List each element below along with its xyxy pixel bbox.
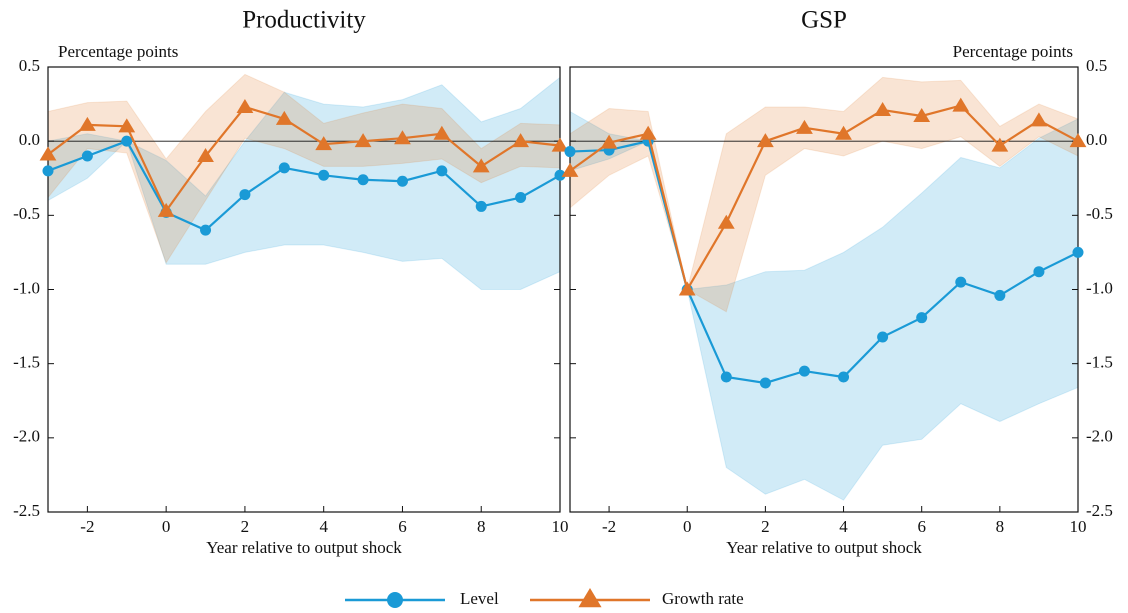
marker <box>994 289 1006 301</box>
marker <box>564 146 576 158</box>
marker <box>436 165 448 177</box>
y-tick-label: -2.0 <box>13 427 40 446</box>
marker <box>118 118 136 133</box>
panel-title: Productivity <box>242 7 366 34</box>
x-tick-label: 10 <box>1070 517 1087 536</box>
x-tick-label: -2 <box>80 517 94 536</box>
y-axis-label: Percentage points <box>953 42 1073 61</box>
marker <box>42 165 54 177</box>
marker <box>874 102 892 117</box>
series-line <box>569 139 1079 385</box>
x-tick-label: 2 <box>241 517 250 536</box>
marker <box>916 312 928 324</box>
legend-marker <box>578 588 602 608</box>
marker <box>1072 246 1084 258</box>
marker <box>838 371 850 383</box>
x-tick-label: -2 <box>602 517 616 536</box>
y-tick-label: 0.5 <box>19 56 40 75</box>
marker <box>678 281 696 296</box>
marker <box>512 133 530 148</box>
y-tick-label: -1.0 <box>1086 278 1113 297</box>
x-tick-label: 4 <box>319 517 328 536</box>
marker <box>1069 133 1087 148</box>
marker <box>561 162 579 177</box>
marker <box>78 116 96 131</box>
marker <box>796 119 813 134</box>
series-line <box>47 105 561 214</box>
legend-label: Growth rate <box>662 589 744 608</box>
marker <box>197 148 214 162</box>
marker <box>236 99 254 114</box>
marker <box>798 365 810 377</box>
marker <box>913 107 931 122</box>
marker <box>157 202 175 217</box>
confidence-band <box>569 110 1079 501</box>
y-tick-label: -2.5 <box>1086 501 1113 520</box>
y-tick-label: -2.5 <box>13 501 40 520</box>
marker <box>318 169 330 181</box>
marker <box>315 136 333 151</box>
x-tick-label: 2 <box>761 517 770 536</box>
marker <box>200 224 212 236</box>
x-tick-label: 0 <box>683 517 692 536</box>
y-tick-label: -1.0 <box>13 278 40 297</box>
marker <box>433 125 451 140</box>
marker <box>1030 112 1048 127</box>
x-tick-label: 4 <box>839 517 848 536</box>
legend-label: Level <box>460 589 499 608</box>
marker <box>759 377 771 389</box>
marker <box>717 214 735 229</box>
marker <box>472 158 490 173</box>
marker <box>991 137 1009 152</box>
marker <box>720 371 732 383</box>
marker <box>239 189 251 201</box>
marker <box>1033 266 1045 278</box>
y-tick-label: -1.5 <box>1086 353 1113 372</box>
series-line <box>569 104 1079 293</box>
marker <box>275 110 293 125</box>
y-tick-label: -0.5 <box>1086 204 1113 223</box>
y-tick-label: 0.0 <box>1086 130 1107 149</box>
y-tick-label: -0.5 <box>13 204 40 223</box>
x-tick-label: 6 <box>398 517 407 536</box>
x-axis-label: Year relative to output shock <box>726 538 922 557</box>
x-tick-label: 10 <box>552 517 569 536</box>
marker <box>475 200 487 212</box>
marker <box>396 175 408 187</box>
y-axis-label: Percentage points <box>58 42 178 61</box>
marker <box>515 192 527 204</box>
marker <box>639 125 657 140</box>
marker <box>357 174 369 186</box>
y-tick-label: -1.5 <box>13 353 40 372</box>
marker <box>354 133 372 148</box>
y-tick-label: -2.0 <box>1086 427 1113 446</box>
marker <box>955 276 967 288</box>
marker <box>600 134 618 149</box>
marker <box>877 331 889 343</box>
marker <box>952 97 970 112</box>
marker <box>121 135 133 147</box>
marker <box>756 133 774 148</box>
marker <box>551 137 569 152</box>
marker <box>81 150 93 162</box>
marker <box>278 162 290 174</box>
x-tick-label: 0 <box>162 517 171 536</box>
x-tick-label: 8 <box>477 517 486 536</box>
x-axis-label: Year relative to output shock <box>206 538 402 557</box>
marker <box>39 146 57 161</box>
x-tick-label: 6 <box>917 517 926 536</box>
panel-title: GSP <box>801 7 847 34</box>
marker <box>835 125 852 140</box>
x-tick-label: 8 <box>996 517 1005 536</box>
series-line <box>47 139 561 232</box>
y-tick-label: 0.0 <box>19 130 40 149</box>
marker <box>394 130 411 145</box>
y-tick-label: 0.5 <box>1086 56 1107 75</box>
marker <box>554 169 566 181</box>
legend-marker <box>387 592 403 608</box>
